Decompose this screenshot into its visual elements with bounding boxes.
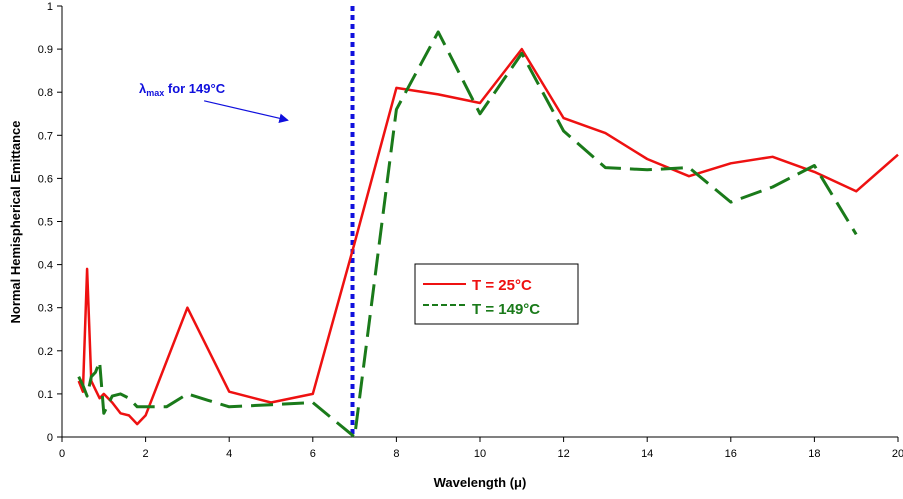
x-tick-label: 18 [808, 448, 820, 460]
x-tick-label: 14 [641, 448, 653, 460]
y-tick-label: 0.4 [38, 260, 53, 272]
x-tick-label: 20 [892, 448, 903, 460]
y-tick-label: 0.2 [38, 346, 53, 358]
legend: T = 25°C T = 149°C [414, 263, 579, 325]
x-tick-label: 12 [557, 448, 569, 460]
y-tick-label: 0.6 [38, 173, 53, 185]
y-tick-label: 0 [47, 432, 53, 444]
series-layer [77, 30, 899, 439]
y-tick-label: 0.5 [38, 217, 53, 229]
legend-box [414, 263, 579, 325]
x-axis-title: Wavelength (μ) [434, 475, 527, 490]
x-tick-label: 16 [725, 448, 737, 460]
x-tick-label: 0 [59, 448, 65, 460]
x-tick-label: 4 [226, 448, 232, 460]
plot-area [62, 6, 898, 437]
series-line-1 [77, 30, 858, 439]
x-tick-label: 10 [474, 448, 486, 460]
legend-label-149c: T = 149°C [472, 301, 540, 318]
lambda-max-annotation: λmax for 149°C [139, 81, 226, 98]
annotation-arrow [203, 100, 289, 123]
y-tick-label: 0.3 [38, 303, 53, 315]
x-tick-label: 8 [393, 448, 399, 460]
y-tick-label: 1 [47, 1, 53, 13]
x-tick-label: 6 [310, 448, 316, 460]
x-tick-label: 2 [143, 448, 149, 460]
y-tick-label: 0.9 [38, 44, 53, 56]
y-tick-label: 0.7 [38, 130, 53, 142]
annotation-layer: λmax for 149°C [139, 81, 289, 123]
y-axis-title: Normal Hemispherical Emittance [8, 120, 23, 323]
y-tick-label: 0.8 [38, 87, 53, 99]
axes: 00.10.20.30.40.50.60.70.80.910 2 4 6 8 10 12 14… [38, 1, 903, 460]
y-tick-label: 0.1 [38, 389, 53, 401]
legend-label-25c: T = 25°C [472, 277, 532, 294]
